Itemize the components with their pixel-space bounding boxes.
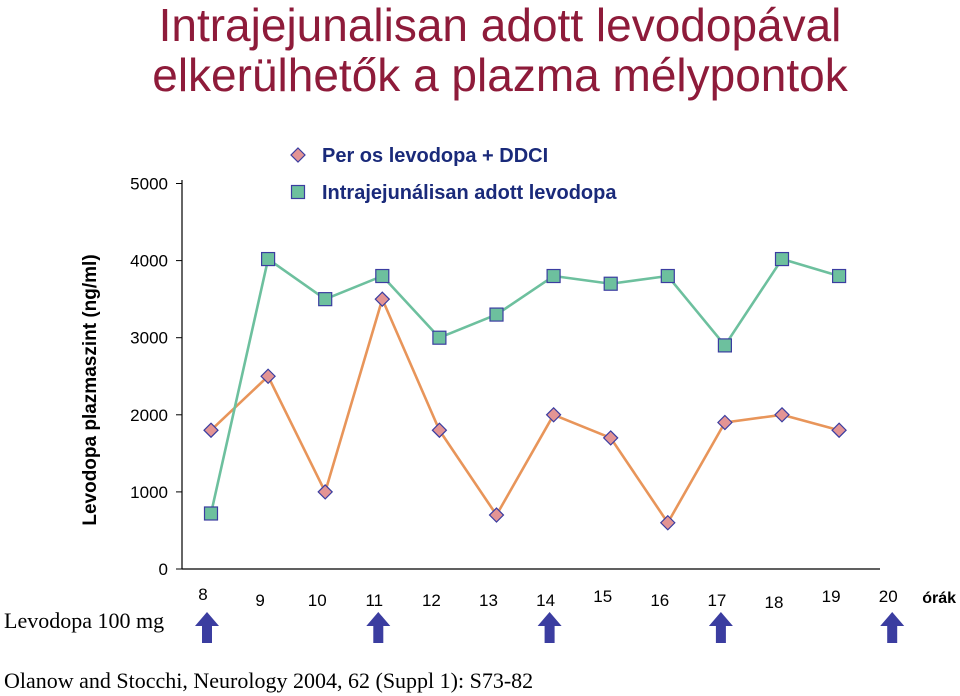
y-tick-label: 1000 (130, 483, 168, 502)
x-tick-label: 10 (308, 591, 327, 610)
y-tick-label: 5000 (130, 175, 168, 194)
y-tick-label: 2000 (130, 406, 168, 425)
data-point-2 (375, 268, 390, 284)
data-point-1 (717, 414, 733, 431)
x-tick-label: 14 (536, 591, 555, 610)
dose-arrow (195, 612, 219, 643)
data-point-1 (203, 422, 219, 439)
x-tick-label: 17 (707, 591, 726, 610)
dose-arrow (880, 612, 905, 643)
data-point-2 (546, 268, 561, 284)
dose-arrow (708, 612, 733, 643)
data-point-1 (602, 430, 619, 446)
x-tick-label: 20 (879, 587, 898, 606)
data-point-2 (603, 276, 618, 291)
x-tick-label: 16 (650, 591, 669, 610)
x-tick-label: 18 (765, 593, 784, 612)
data-point-1 (317, 484, 334, 500)
legend-label-1: Per os levodopa + DDCI (322, 145, 548, 167)
dose-arrow (537, 612, 562, 643)
x-tick-label: 15 (593, 587, 612, 606)
citation: Olanow and Stocchi, Neurology 2004, 62 (… (4, 668, 534, 693)
x-axis-unit: órák (922, 590, 956, 607)
legend-label-2: Intrajejunálisan adott levodopa (322, 182, 617, 204)
data-point-2 (203, 506, 219, 521)
data-point-1 (774, 406, 790, 423)
y-tick-label: 3000 (130, 329, 168, 348)
y-tick-label: 4000 (130, 252, 168, 271)
dose-label: Levodopa 100 mg (4, 608, 164, 633)
data-point-1 (260, 368, 276, 385)
legend-marker-2 (290, 184, 306, 200)
x-tick-label: 13 (479, 591, 498, 610)
slide-title: Intrajejunalisan adott levodopával elker… (0, 0, 960, 100)
data-point-2 (717, 338, 733, 353)
y-tick-label: 0 (159, 560, 168, 579)
dose-arrow (366, 612, 391, 643)
x-tick-label: 8 (198, 585, 207, 604)
data-point-1 (659, 514, 676, 531)
title-line-1: Intrajejunalisan adott levodopával (158, 0, 842, 51)
title-line-2: elkerülhetők a plazma mélypontok (152, 49, 848, 101)
x-tick-label: 12 (422, 591, 441, 610)
legend-marker-1 (290, 147, 306, 163)
data-point-1 (545, 406, 562, 423)
series-line-1 (210, 297, 840, 525)
data-point-2 (432, 330, 447, 345)
x-tick-label: 11 (365, 591, 383, 610)
data-point-2 (489, 307, 504, 322)
data-point-1 (431, 422, 448, 439)
data-point-1 (831, 422, 847, 439)
data-point-1 (374, 291, 391, 307)
y-axis-title: Levodopa plazmaszint (ng/ml) (80, 254, 101, 525)
x-tick-label: 19 (822, 587, 841, 606)
series-line-2 (209, 257, 840, 514)
data-point-2 (318, 292, 333, 307)
data-point-2 (774, 251, 790, 267)
data-point-2 (831, 268, 847, 284)
data-point-2 (261, 251, 276, 267)
x-tick-label: 9 (255, 591, 264, 610)
data-point-2 (660, 268, 675, 284)
data-point-1 (488, 507, 505, 523)
